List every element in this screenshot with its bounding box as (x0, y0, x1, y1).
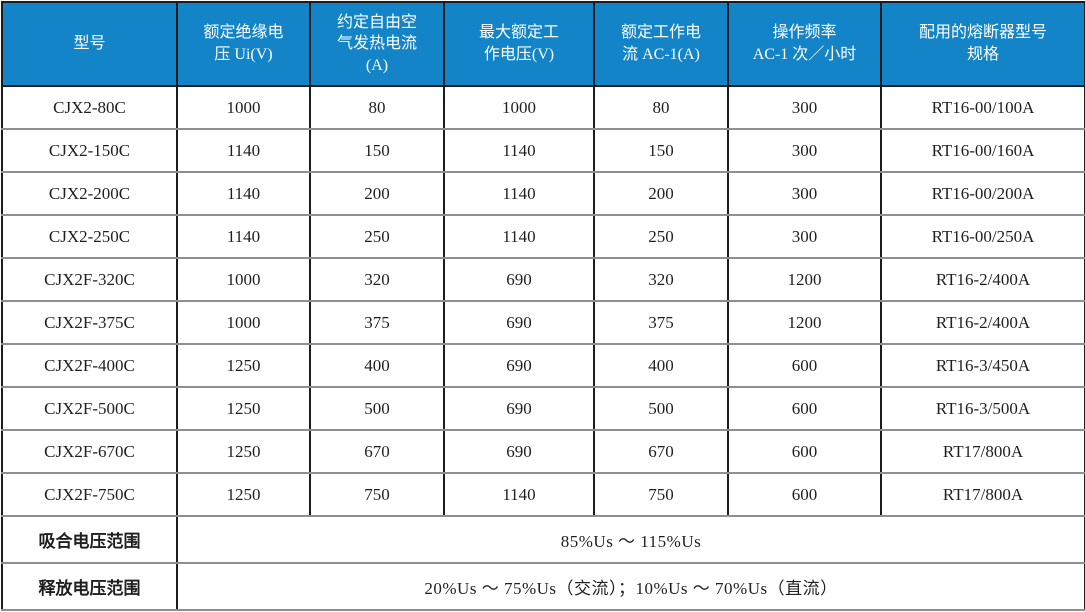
model-cell: CJX2-250C (1, 214, 178, 259)
value-cell: 375 (593, 300, 729, 345)
value-cell: RT16-00/250A (880, 214, 1085, 259)
table-row: CJX2-250C 1140 250 1140 250 300 RT16-00/250A (1, 214, 1085, 259)
model-cell: CJX2F-375C (1, 300, 178, 345)
value-cell: 250 (593, 214, 729, 259)
model-cell: CJX2-150C (1, 128, 178, 173)
value-cell: 690 (443, 343, 595, 388)
value-cell: 1140 (443, 128, 595, 173)
value-cell: 1250 (176, 429, 311, 474)
value-cell: 1200 (727, 257, 882, 302)
value-cell: 80 (593, 85, 729, 130)
footer-label-cell: 释放电压范围 (1, 562, 178, 611)
table-row: CJX2F-670C 1250 670 690 670 600 RT17/800A (1, 429, 1085, 474)
value-cell: RT16-00/200A (880, 171, 1085, 216)
footer-value-cell: 20%Us ～ 75%Us（交流）；10%Us ～ 70%Us（直流） (176, 562, 1085, 611)
value-cell: 400 (593, 343, 729, 388)
model-cell: CJX2F-500C (1, 386, 178, 431)
model-cell: CJX2F-750C (1, 472, 178, 517)
footer-label-cell: 吸合电压范围 (1, 515, 178, 564)
table-row: CJX2F-400C 1250 400 690 400 600 RT16-3/450A (1, 343, 1085, 388)
column-header-6: 操作频率 AC-1 次／小时 (727, 2, 882, 87)
value-cell: 1250 (176, 343, 311, 388)
value-cell: 600 (727, 429, 882, 474)
value-cell: 1250 (176, 472, 311, 517)
column-header-5: 额定工作电 流 AC-1(A) (593, 2, 729, 87)
table-row: CJX2-200C 1140 200 1140 200 300 RT16-00/200A (1, 171, 1085, 216)
value-cell: 500 (593, 386, 729, 431)
value-cell: RT16-00/160A (880, 128, 1085, 173)
header-row: 型号 额定绝缘电 压 Ui(V) 约定自由空 气发热电流 (A) 最大额定工 作电压(… (1, 2, 1085, 87)
value-cell: 1140 (176, 214, 311, 259)
value-cell: 150 (309, 128, 445, 173)
table-header: 型号 额定绝缘电 压 Ui(V) 约定自由空 气发热电流 (A) 最大额定工 作电压(… (1, 2, 1085, 87)
value-cell: 690 (443, 429, 595, 474)
value-cell: RT16-00/100A (880, 85, 1085, 130)
value-cell: 600 (727, 472, 882, 517)
value-cell: 1200 (727, 300, 882, 345)
column-header-4: 最大额定工 作电压(V) (443, 2, 595, 87)
table-row: CJX2F-375C 1000 375 690 375 1200 RT16-2/400A (1, 300, 1085, 345)
value-cell: 690 (443, 257, 595, 302)
value-cell: 300 (727, 128, 882, 173)
value-cell: 1140 (443, 171, 595, 216)
value-cell: 80 (309, 85, 445, 130)
column-header-7: 配用的熔断器型号 规格 (880, 2, 1085, 87)
value-cell: 1140 (443, 472, 595, 517)
value-cell: 690 (443, 386, 595, 431)
column-header-2: 额定绝缘电 压 Ui(V) (176, 2, 311, 87)
value-cell: 375 (309, 300, 445, 345)
value-cell: RT16-2/400A (880, 257, 1085, 302)
table-body: CJX2-80C 1000 80 1000 80 300 RT16-00/100A CJX2-… (1, 85, 1085, 517)
value-cell: 200 (593, 171, 729, 216)
value-cell: 400 (309, 343, 445, 388)
value-cell: 200 (309, 171, 445, 216)
value-cell: 1000 (176, 85, 311, 130)
value-cell: 250 (309, 214, 445, 259)
value-cell: 600 (727, 343, 882, 388)
table-row: CJX2-150C 1140 150 1140 150 300 RT16-00/160A (1, 128, 1085, 173)
value-cell: RT16-3/450A (880, 343, 1085, 388)
value-cell: 1140 (176, 128, 311, 173)
table-row: CJX2F-320C 1000 320 690 320 1200 RT16-2/400A (1, 257, 1085, 302)
value-cell: 300 (727, 214, 882, 259)
value-cell: 1000 (443, 85, 595, 130)
value-cell: 750 (309, 472, 445, 517)
value-cell: RT16-2/400A (880, 300, 1085, 345)
table-row: CJX2F-750C 1250 750 1140 750 600 RT17/800A (1, 472, 1085, 517)
footer-row: 释放电压范围 20%Us ～ 75%Us（交流）；10%Us ～ 70%Us（直流… (1, 562, 1085, 611)
value-cell: 300 (727, 171, 882, 216)
value-cell: 1140 (443, 214, 595, 259)
value-cell: RT16-3/500A (880, 386, 1085, 431)
value-cell: 300 (727, 85, 882, 130)
value-cell: 500 (309, 386, 445, 431)
footer-row: 吸合电压范围 85%Us ～ 115%Us (1, 515, 1085, 564)
table-row: CJX2-80C 1000 80 1000 80 300 RT16-00/100A (1, 85, 1085, 130)
model-cell: CJX2F-320C (1, 257, 178, 302)
value-cell: 670 (309, 429, 445, 474)
model-cell: CJX2-80C (1, 85, 178, 130)
table-footer: 吸合电压范围 85%Us ～ 115%Us 释放电压范围 20%Us ～ 75%Us（… (1, 515, 1085, 611)
value-cell: 320 (309, 257, 445, 302)
value-cell: 690 (443, 300, 595, 345)
value-cell: RT17/800A (880, 472, 1085, 517)
column-header-1: 型号 (1, 2, 178, 87)
model-cell: CJX2F-400C (1, 343, 178, 388)
column-header-3: 约定自由空 气发热电流 (A) (309, 2, 445, 87)
value-cell: 1140 (176, 171, 311, 216)
model-cell: CJX2-200C (1, 171, 178, 216)
value-cell: 150 (593, 128, 729, 173)
value-cell: 1000 (176, 300, 311, 345)
model-cell: CJX2F-670C (1, 429, 178, 474)
value-cell: RT17/800A (880, 429, 1085, 474)
value-cell: 600 (727, 386, 882, 431)
table-row: CJX2F-500C 1250 500 690 500 600 RT16-3/500A (1, 386, 1085, 431)
value-cell: 670 (593, 429, 729, 474)
footer-value-cell: 85%Us ～ 115%Us (176, 515, 1085, 564)
value-cell: 320 (593, 257, 729, 302)
value-cell: 1250 (176, 386, 311, 431)
value-cell: 750 (593, 472, 729, 517)
value-cell: 1000 (176, 257, 311, 302)
